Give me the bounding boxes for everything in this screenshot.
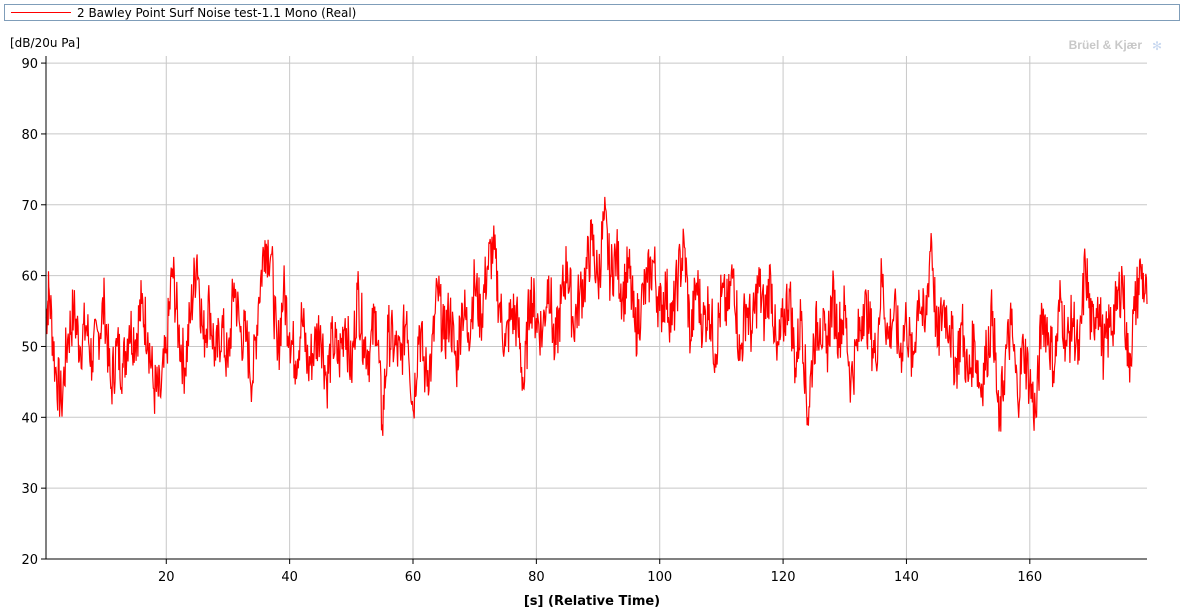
y-tick-label: 20 (21, 553, 38, 568)
series-group (45, 196, 1148, 436)
y-tick-label: 30 (21, 482, 38, 497)
x-tick-label: 140 (894, 570, 919, 585)
legend-label: 2 Bawley Point Surf Noise test-1.1 Mono … (77, 6, 357, 20)
y-tick-label: 50 (21, 340, 38, 355)
x-tick-label: 60 (405, 570, 422, 585)
x-tick-label: 160 (1017, 570, 1042, 585)
y-tick-label: 90 (21, 57, 38, 72)
y-tick-label: 70 (21, 199, 38, 214)
y-axis-label: [dB/20u Pa] (10, 36, 80, 50)
grid-lines (46, 56, 1147, 559)
x-tick-label: 20 (158, 570, 175, 585)
y-tick-label: 80 (21, 128, 38, 143)
x-tick-label: 100 (647, 570, 672, 585)
axes: 20 40 60 80 100 120 140 160 20 30 40 50 60 70 80 90 (21, 56, 1147, 585)
y-tick-label: 60 (21, 270, 38, 285)
bk-logo-icon: ✻ (1151, 39, 1162, 53)
x-tick-label: 120 (771, 570, 796, 585)
series-line (45, 196, 1148, 436)
brand-logo-text: Brüel & Kjær (1068, 38, 1142, 52)
x-tick-label: 80 (528, 570, 545, 585)
x-axis-label: [s] (Relative Time) (523, 594, 661, 609)
legend-line-swatch (11, 12, 71, 13)
y-tick-label: 40 (21, 411, 38, 426)
legend-box: 2 Bawley Point Surf Noise test-1.1 Mono … (4, 4, 1180, 21)
x-tick-label: 40 (281, 570, 298, 585)
